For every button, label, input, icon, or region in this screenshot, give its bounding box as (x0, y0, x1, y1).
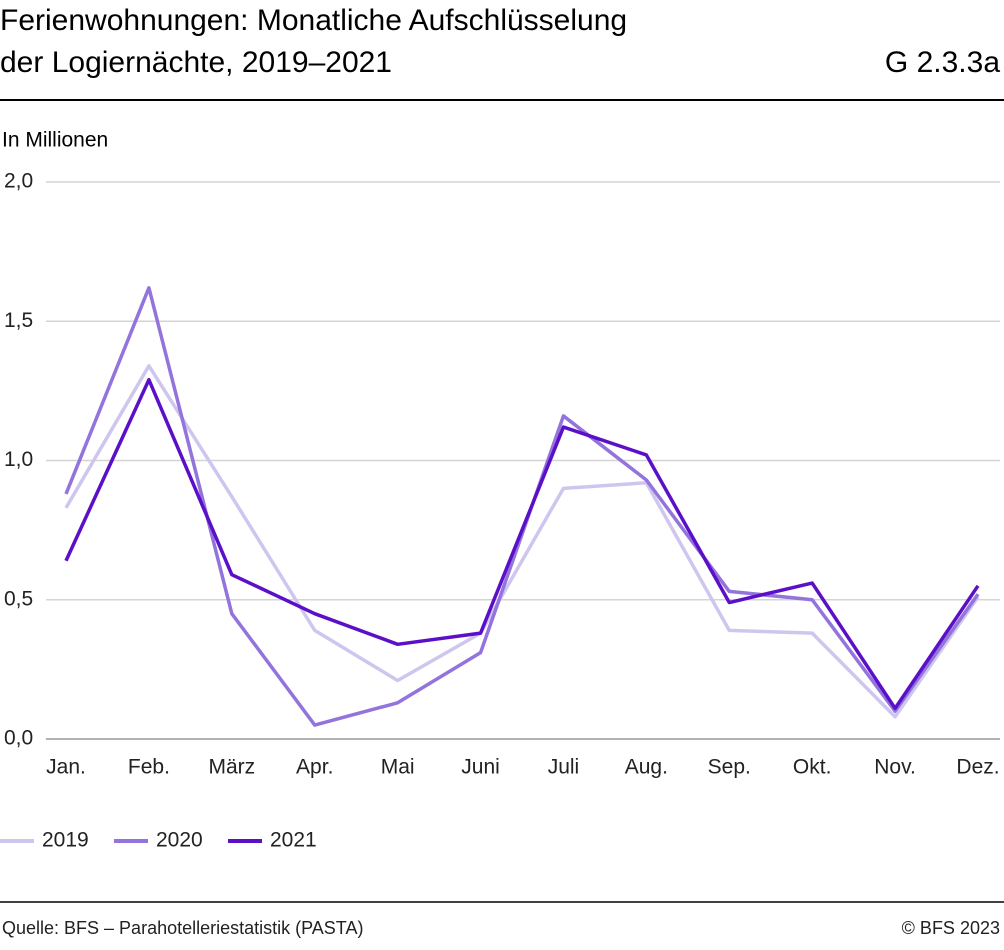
chart-id: G 2.3.3a (885, 46, 1000, 79)
y-tick-label: 2,0 (4, 170, 33, 193)
chart-title: der Logiernächte, 2019–2021 (0, 46, 392, 79)
x-tick-label: Apr. (296, 756, 333, 779)
x-tick-label: Feb. (128, 756, 170, 779)
x-tick-label: Sep. (708, 756, 751, 779)
legend-label: 2021 (270, 829, 317, 852)
chart-title: Ferienwohnungen: Monatliche Aufschlüssel… (0, 4, 627, 37)
copyright: © BFS 2023 (902, 918, 1000, 938)
source: Quelle: BFS – Parahotelleriestatistik (P… (2, 918, 363, 938)
series-line (64, 364, 980, 719)
y-tick-label: 1,5 (4, 309, 33, 332)
y-tick-label: 0,5 (4, 587, 33, 610)
x-tick-label: Juli (548, 756, 580, 779)
x-tick-label: Dez. (956, 756, 999, 779)
x-tick-label: März (208, 756, 255, 779)
x-tick-label: Aug. (625, 756, 668, 779)
x-tick-label: Nov. (874, 756, 916, 779)
y-axis-label: In Millionen (2, 129, 108, 152)
series-line (64, 377, 980, 711)
legend-label: 2020 (156, 829, 203, 852)
x-tick-label: Mai (381, 756, 415, 779)
x-tick-label: Okt. (793, 756, 832, 779)
y-tick-label: 1,0 (4, 448, 33, 471)
x-tick-label: Juni (461, 756, 500, 779)
legend-label: 2019 (42, 829, 89, 852)
y-tick-label: 0,0 (4, 727, 33, 750)
x-tick-label: Jan. (46, 756, 86, 779)
